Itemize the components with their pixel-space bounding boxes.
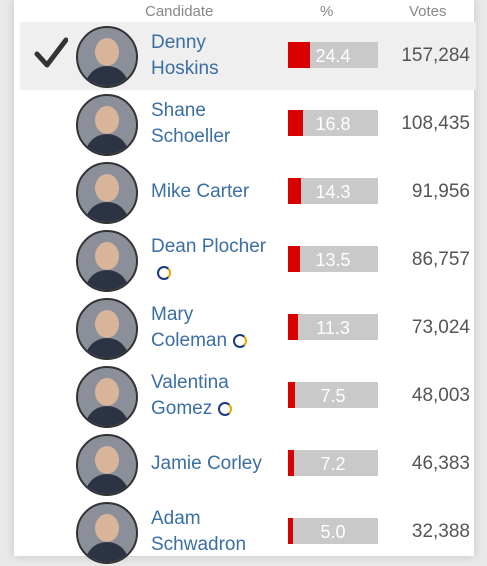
name-cell: Jamie Corley [151, 430, 273, 498]
candidate-name: Adam Schwadron [151, 508, 247, 555]
avatar-face [95, 174, 119, 202]
candidate-row: Dean Plocher 13.5 86,757 [20, 226, 476, 294]
name-cell: Shane Schoeller [151, 90, 273, 158]
percent-bar-track: 16.8 [288, 110, 378, 136]
candidate-name: Shane Schoeller [151, 100, 231, 147]
winner-check [34, 36, 69, 70]
percent-bar-track: 7.2 [288, 450, 378, 476]
name-cell: Adam Schwadron [151, 498, 273, 566]
candidate-name-wrap: Jamie Corley [151, 451, 262, 477]
candidate-row: Valentina Gomez 7.5 48,003 [20, 362, 476, 430]
percent-bar [288, 518, 293, 544]
vote-count: 157,284 [401, 45, 470, 66]
avatar-face [95, 106, 119, 134]
avatar-body [85, 270, 129, 290]
candidate-name: Dean Plocher [151, 236, 267, 257]
percent-bar-track: 11.3 [288, 314, 378, 340]
candidate-name: Jamie Corley [151, 453, 262, 474]
vote-count: 48,003 [411, 385, 470, 406]
avatar [76, 26, 138, 88]
percent-bar-track: 14.3 [288, 178, 378, 204]
header-percent: % [320, 3, 334, 20]
party-badge [233, 334, 248, 348]
name-cell: Valentina Gomez [151, 362, 273, 430]
party-badge [218, 402, 233, 416]
candidate-name-wrap: Mary Coleman [151, 302, 273, 354]
header-votes: Votes [409, 3, 447, 20]
candidate-name: Denny Hoskins [151, 32, 219, 79]
candidate-row: Mary Coleman 11.3 73,024 [20, 294, 476, 362]
candidate-name: Mike Carter [151, 181, 250, 202]
candidate-name-wrap: Dean Plocher [151, 234, 273, 286]
avatar-face [95, 378, 119, 406]
avatar-face [95, 310, 119, 338]
candidate-name-wrap: Shane Schoeller [151, 98, 273, 150]
candidate-name-wrap: Denny Hoskins [151, 30, 273, 82]
avatar [76, 230, 138, 292]
results-card: Candidate % Votes Denny Hoskins 24.4 157,2… [14, 0, 476, 564]
candidate-name-wrap: Adam Schwadron [151, 506, 273, 558]
percent-bar [288, 246, 301, 272]
percent-label: 14.3 [315, 182, 351, 202]
avatar-body [85, 66, 129, 86]
avatar [76, 434, 138, 496]
percent-bar-track: 13.5 [288, 246, 378, 272]
vote-count: 32,388 [411, 521, 470, 542]
avatar-face [95, 514, 119, 542]
avatar [76, 94, 138, 156]
candidate-row: Jamie Corley 7.2 46,383 [20, 430, 476, 498]
candidate-name-wrap: Mike Carter [151, 179, 249, 205]
percent-label: 13.5 [315, 250, 351, 270]
name-cell: Mike Carter [151, 158, 273, 226]
percent-label: 5.0 [320, 522, 346, 542]
percent-bar [288, 314, 299, 340]
candidate-name: Valentina Gomez [151, 372, 229, 419]
avatar [76, 298, 138, 360]
percent-label: 11.3 [316, 318, 350, 338]
avatar-face [95, 446, 119, 474]
avatar-body [85, 406, 129, 426]
percent-bar [288, 382, 295, 408]
percent-label: 7.2 [320, 454, 346, 474]
name-cell: Denny Hoskins [151, 22, 273, 90]
avatar-body [85, 134, 129, 154]
avatar [76, 162, 138, 224]
candidate-name-wrap: Valentina Gomez [151, 370, 273, 422]
vote-count: 73,024 [411, 317, 470, 338]
percent-bar [288, 42, 310, 68]
percent-bar [288, 110, 304, 136]
percent-label: 16.8 [315, 114, 351, 134]
candidate-row: Adam Schwadron 5.0 32,388 [20, 498, 476, 566]
percent-bar-track: 7.5 [288, 382, 378, 408]
avatar [76, 366, 138, 428]
vote-count: 108,435 [401, 113, 470, 134]
candidate-row: Denny Hoskins 24.4 157,284 [20, 22, 476, 90]
candidate-name: Mary Coleman [151, 304, 228, 351]
candidate-row: Shane Schoeller 16.8 108,435 [20, 90, 476, 158]
avatar-face [95, 242, 119, 270]
avatar-body [85, 474, 129, 494]
avatar [76, 502, 138, 564]
percent-bar-track: 5.0 [288, 518, 378, 544]
avatar-body [85, 338, 129, 358]
name-cell: Dean Plocher [151, 226, 273, 294]
percent-label: 7.5 [320, 386, 346, 406]
header-candidate: Candidate [145, 3, 214, 20]
avatar-face [95, 38, 119, 66]
avatar-body [85, 542, 129, 562]
avatar-body [85, 202, 129, 222]
vote-count: 86,757 [411, 249, 470, 270]
percent-bar-track: 24.4 [288, 42, 378, 68]
percent-label: 24.4 [315, 46, 351, 66]
vote-count: 46,383 [411, 453, 470, 474]
party-badge [157, 266, 171, 280]
check-icon [34, 37, 69, 68]
candidate-row: Mike Carter 14.3 91,956 [20, 158, 476, 226]
name-cell: Mary Coleman [151, 294, 273, 362]
percent-bar [288, 178, 301, 204]
vote-count: 91,956 [411, 181, 470, 202]
percent-bar [288, 450, 295, 476]
